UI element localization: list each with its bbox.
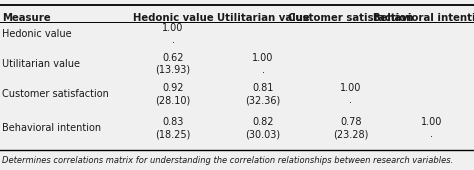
Text: (28.10): (28.10) [155,95,191,105]
Text: Utilitarian value: Utilitarian value [2,59,81,69]
Text: 0.92: 0.92 [162,83,184,93]
Text: 0.62: 0.62 [162,53,184,63]
Text: Customer satisfaction: Customer satisfaction [288,13,413,23]
Text: Behavioral intention: Behavioral intention [373,13,474,23]
Text: Utilitarian value: Utilitarian value [217,13,310,23]
Text: 1.00: 1.00 [162,23,184,33]
Text: (18.25): (18.25) [155,129,191,139]
Text: .: . [172,35,174,45]
Text: 1.00: 1.00 [340,83,362,93]
Text: 0.81: 0.81 [252,83,274,93]
Text: (13.93): (13.93) [155,65,191,75]
Text: 0.82: 0.82 [252,117,274,127]
Text: Measure: Measure [2,13,51,23]
Text: .: . [349,95,352,105]
Text: 0.83: 0.83 [162,117,184,127]
Text: Determines correlations matrix for understanding the correlation relationships b: Determines correlations matrix for under… [2,156,454,165]
Text: .: . [262,65,264,75]
Text: Hedonic value: Hedonic value [2,29,72,39]
Text: Customer satisfaction: Customer satisfaction [2,89,109,99]
Text: 1.00: 1.00 [420,117,442,127]
Text: Behavioral intention: Behavioral intention [2,123,101,133]
Text: 0.78: 0.78 [340,117,362,127]
Text: 1.00: 1.00 [252,53,274,63]
Text: Hedonic value: Hedonic value [133,13,213,23]
Text: (30.03): (30.03) [246,129,281,139]
Text: (23.28): (23.28) [333,129,368,139]
Text: .: . [430,129,433,139]
Text: (32.36): (32.36) [246,95,281,105]
